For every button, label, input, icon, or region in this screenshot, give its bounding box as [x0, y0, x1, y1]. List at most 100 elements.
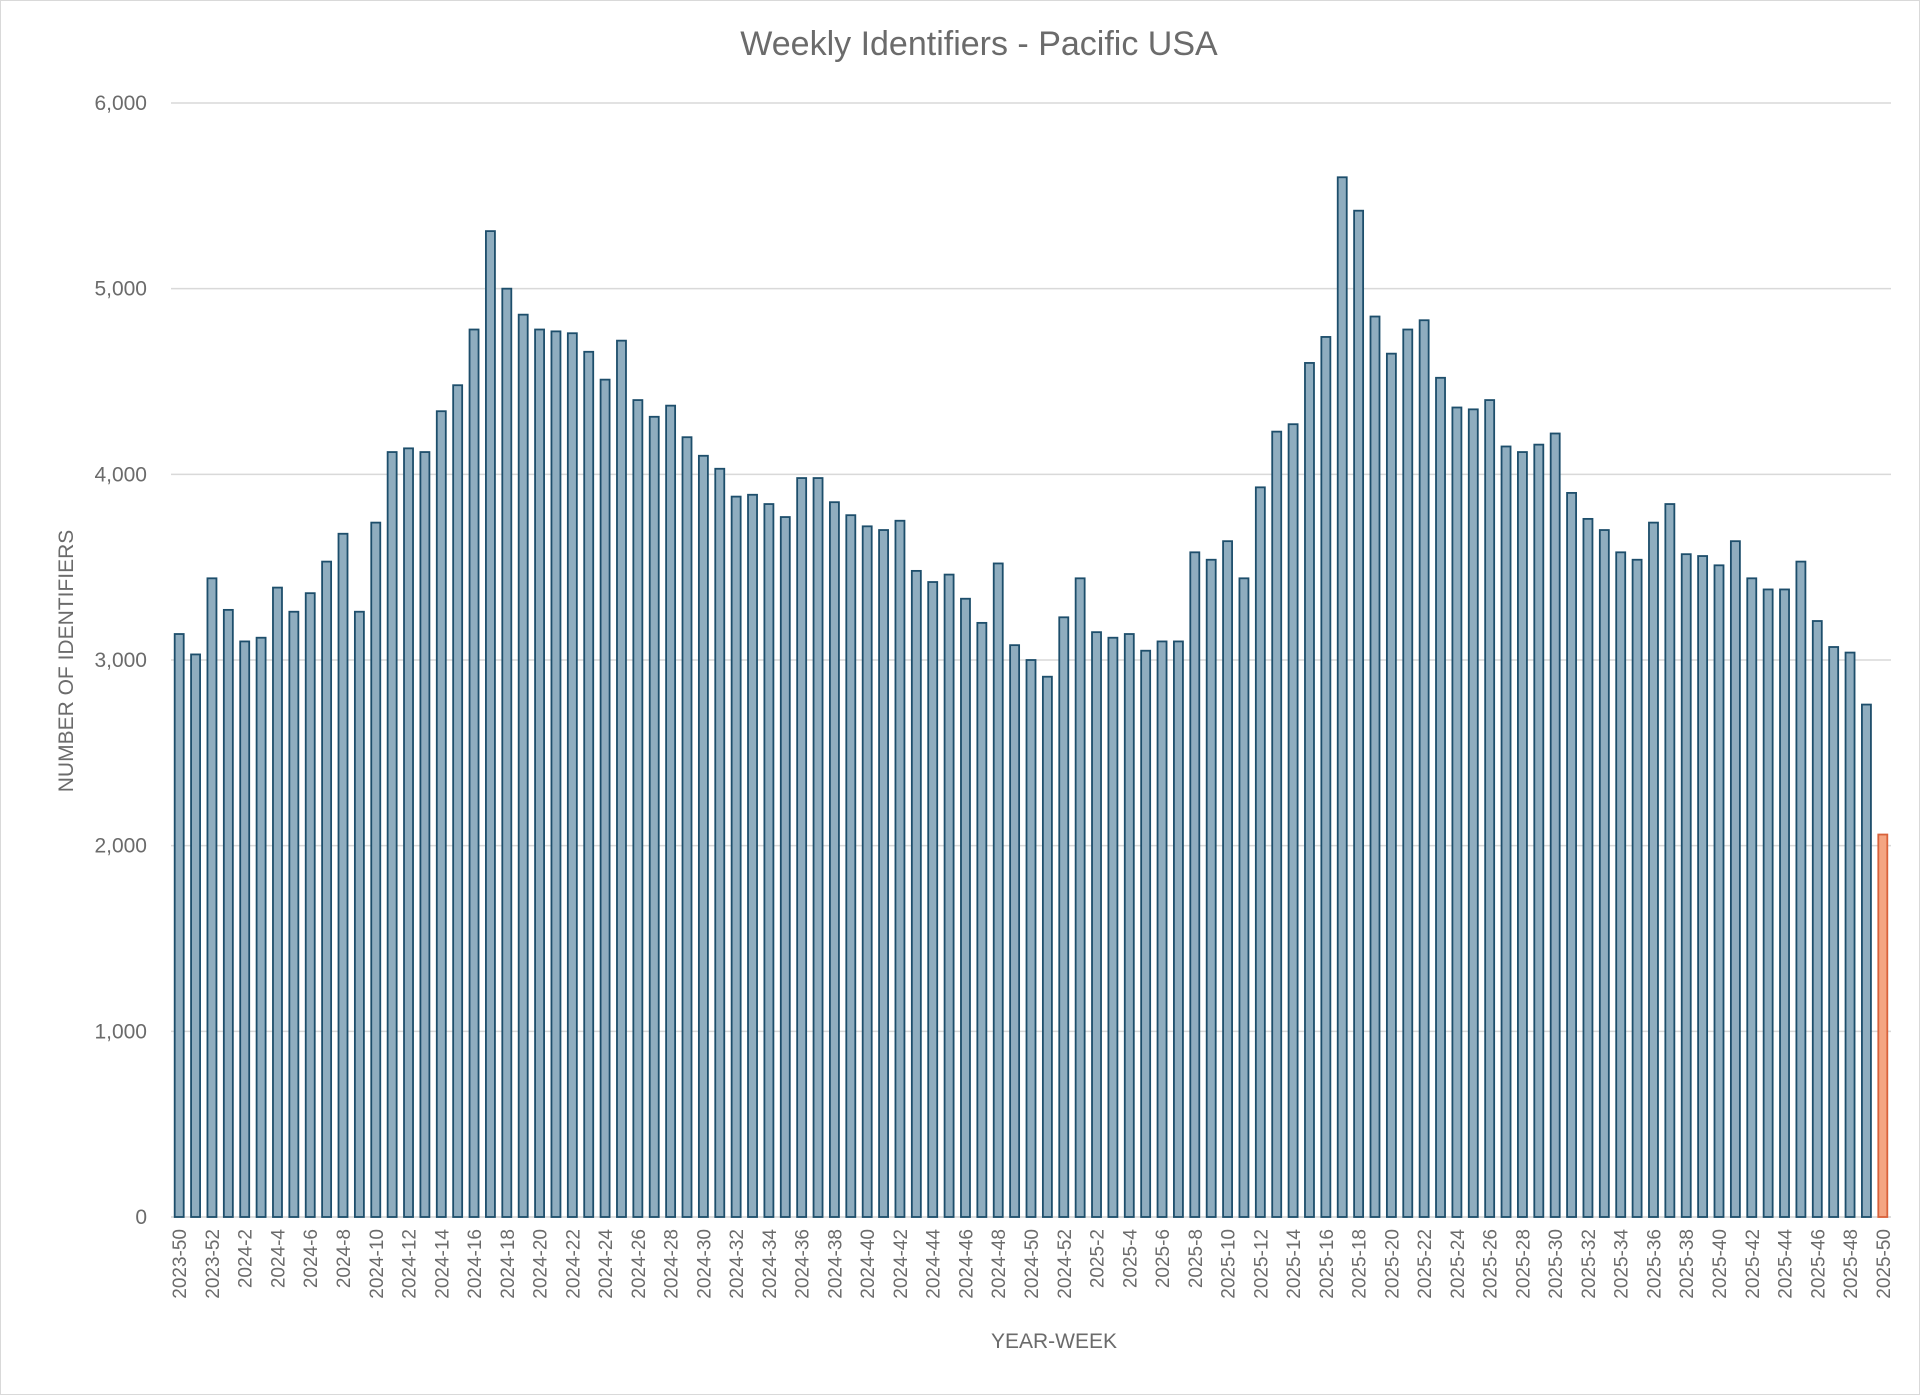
x-tick-label: 2024-52 [1055, 1229, 1076, 1299]
bar [206, 577, 218, 1218]
y-tick-label: 4,000 [94, 463, 147, 486]
bar [1254, 486, 1266, 1218]
bar [697, 454, 709, 1218]
x-tick-label: 2024-26 [629, 1229, 650, 1299]
bar [943, 573, 955, 1218]
bar [1500, 445, 1512, 1218]
x-tick-label: 2025-4 [1120, 1229, 1141, 1289]
x-tick-label: 2025-12 [1251, 1229, 1272, 1299]
x-tick-label: 2025-34 [1612, 1229, 1633, 1299]
bar [550, 330, 562, 1218]
x-tick-label: 2024-40 [858, 1229, 879, 1299]
bar [1484, 399, 1496, 1218]
bar [1156, 640, 1168, 1218]
bar [1713, 564, 1725, 1218]
x-tick-label: 2023-52 [203, 1229, 224, 1299]
x-tick-label: 2024-28 [662, 1229, 683, 1299]
x-tick-label: 2025-32 [1579, 1229, 1600, 1299]
bar [468, 328, 480, 1218]
y-tick-label: 5,000 [94, 278, 147, 301]
bar [812, 477, 824, 1218]
bar [992, 562, 1004, 1218]
x-tick-label: 2024-4 [268, 1229, 289, 1289]
bar [386, 451, 398, 1218]
x-tick-label: 2025-20 [1382, 1229, 1403, 1299]
bar [1353, 209, 1365, 1218]
bar [763, 503, 775, 1218]
bar [1123, 633, 1135, 1218]
bar [1795, 560, 1807, 1218]
bar [714, 467, 726, 1218]
bar [960, 597, 971, 1218]
bar [435, 410, 447, 1218]
bar [1648, 521, 1659, 1218]
x-tick-label: 2024-16 [465, 1229, 486, 1299]
y-tick-label: 0 [135, 1206, 147, 1229]
bar [747, 493, 758, 1218]
bar [1549, 432, 1561, 1218]
bar [1271, 430, 1283, 1218]
bar [1615, 551, 1627, 1218]
x-tick-label: 2024-32 [727, 1229, 748, 1299]
x-axis-ticks: 2023-50 2023-52 2024-2 2024-4 2024-6 2024-8 20… [170, 1229, 1895, 1299]
bar [878, 529, 889, 1218]
bar [1173, 640, 1184, 1218]
bar [534, 328, 545, 1218]
bar [1091, 631, 1102, 1218]
bar [288, 610, 300, 1218]
bar [485, 230, 496, 1218]
bar [272, 586, 283, 1218]
bar [829, 501, 840, 1218]
bar [1533, 443, 1545, 1218]
x-tick-label: 2025-28 [1513, 1229, 1534, 1299]
bar [1041, 675, 1053, 1218]
x-tick-label: 2025-8 [1186, 1229, 1207, 1288]
bar [1402, 328, 1414, 1218]
chart-title: Weekly Identifiers - Pacific USA [740, 25, 1218, 63]
bar [1746, 577, 1758, 1218]
x-tick-label: 2024-36 [793, 1229, 814, 1299]
x-tick-label: 2024-48 [989, 1229, 1010, 1299]
bar [1467, 408, 1479, 1218]
bar [1697, 555, 1709, 1218]
bar [1058, 616, 1070, 1218]
bar [403, 447, 414, 1218]
bar [1238, 577, 1250, 1218]
bar [779, 516, 791, 1218]
x-tick-label: 2024-10 [367, 1229, 388, 1299]
bar [1336, 176, 1348, 1218]
bar [353, 610, 365, 1218]
x-tick-label: 2024-50 [1022, 1229, 1043, 1299]
bar [1664, 503, 1676, 1218]
bars [173, 176, 1889, 1218]
x-tick-label: 2024-22 [563, 1229, 584, 1299]
x-tick-label: 2025-26 [1481, 1229, 1502, 1299]
y-axis-label: NUMBER OF IDENTIFIERS [55, 530, 78, 793]
bar [517, 313, 529, 1218]
bar [599, 378, 611, 1218]
x-tick-label: 2024-14 [432, 1229, 453, 1299]
bar [1320, 336, 1332, 1218]
bar [861, 525, 873, 1218]
y-tick-label: 3,000 [94, 649, 147, 672]
bar-highlight [1877, 833, 1889, 1218]
bar [1009, 644, 1021, 1218]
bar [681, 436, 693, 1218]
bar [222, 608, 234, 1218]
y-tick-label: 1,000 [94, 1020, 147, 1043]
bar [1729, 540, 1741, 1218]
bar [321, 560, 333, 1218]
bar [1140, 649, 1152, 1218]
bar [1762, 588, 1774, 1218]
bar [337, 532, 349, 1218]
bar [1304, 362, 1315, 1218]
bar [239, 640, 251, 1218]
bar [173, 633, 185, 1218]
x-tick-label: 2025-42 [1743, 1229, 1764, 1299]
bar [1418, 319, 1430, 1218]
x-tick-label: 2024-20 [531, 1229, 552, 1299]
bar [1435, 376, 1446, 1218]
bar [1566, 491, 1577, 1218]
x-tick-label: 2024-2 [236, 1229, 257, 1288]
